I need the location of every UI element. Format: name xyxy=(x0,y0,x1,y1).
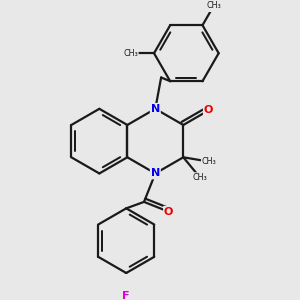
Text: O: O xyxy=(164,207,173,217)
Text: CH₃: CH₃ xyxy=(201,157,216,166)
Text: N: N xyxy=(151,169,160,178)
Text: CH₃: CH₃ xyxy=(123,49,138,58)
Text: F: F xyxy=(122,291,130,300)
Text: CH₃: CH₃ xyxy=(192,173,207,182)
Text: N: N xyxy=(151,104,160,114)
Text: O: O xyxy=(204,105,213,116)
Text: CH₃: CH₃ xyxy=(207,1,221,10)
